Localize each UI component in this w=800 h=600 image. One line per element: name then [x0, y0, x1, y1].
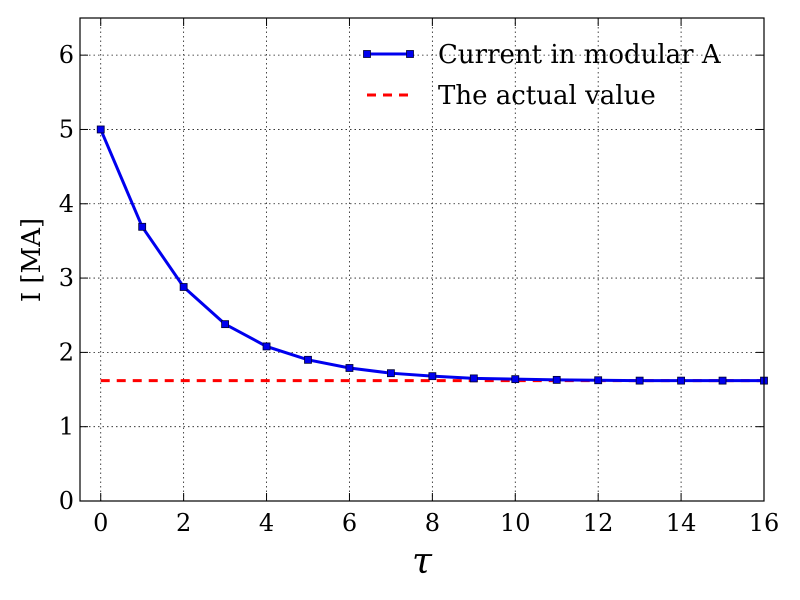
legend-label-current: Current in modular A	[438, 40, 722, 70]
data-point	[96, 125, 105, 134]
y-axis-label: I [MA]	[17, 218, 47, 302]
y-tick-label: 2	[59, 338, 74, 366]
data-point	[387, 369, 395, 378]
series-layer	[96, 125, 768, 385]
x-axis-label: τ	[412, 541, 433, 582]
x-tick-label: 0	[93, 509, 108, 537]
data-point	[511, 375, 520, 384]
legend-marker-current-left	[363, 50, 371, 58]
data-point	[138, 222, 147, 231]
x-tick-label: 12	[583, 509, 614, 537]
data-point	[262, 342, 271, 351]
y-tick-label: 5	[59, 115, 74, 143]
data-point	[179, 283, 188, 291]
plot-frame	[79, 17, 765, 502]
data-point	[552, 375, 561, 384]
data-point	[718, 376, 727, 385]
y-tick-label: 0	[59, 487, 74, 515]
x-tick-label: 4	[259, 509, 274, 537]
y-tick-label: 1	[59, 413, 74, 441]
data-point	[345, 364, 354, 372]
ticks	[80, 18, 765, 502]
data-point	[635, 376, 644, 385]
legend-marker-current-right	[406, 50, 414, 58]
x-tick-label: 16	[749, 509, 780, 537]
y-tick-label: 6	[59, 41, 74, 69]
data-point	[221, 320, 229, 329]
x-tick-label: 8	[425, 509, 440, 537]
data-point	[469, 374, 478, 383]
x-tick-label: 10	[500, 509, 531, 537]
x-tick-label: 6	[342, 509, 357, 537]
legend-label-actual: The actual value	[438, 81, 656, 111]
y-tick-label: 3	[59, 264, 74, 292]
x-tick-label: 14	[666, 509, 697, 537]
x-tick-label: 2	[176, 509, 191, 537]
data-point	[594, 376, 603, 385]
data-point	[428, 372, 437, 381]
data-point	[304, 355, 312, 364]
y-tick-label: 4	[59, 190, 74, 218]
legend: Current in modular A The actual value	[363, 40, 722, 111]
grid	[80, 18, 765, 502]
data-point	[677, 376, 685, 385]
